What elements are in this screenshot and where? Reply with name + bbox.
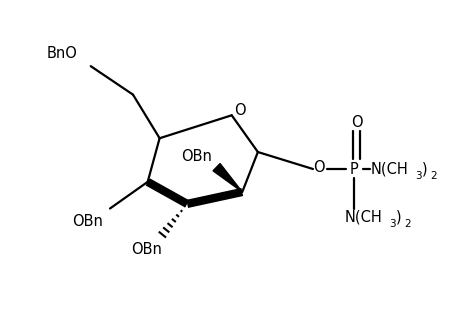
- Text: O: O: [313, 160, 325, 175]
- Text: P: P: [350, 162, 358, 177]
- Text: OBn: OBn: [73, 214, 103, 229]
- Text: N(CH: N(CH: [370, 162, 408, 177]
- Polygon shape: [213, 164, 242, 192]
- Text: OBn: OBn: [181, 149, 212, 164]
- Text: OBn: OBn: [132, 242, 162, 257]
- Text: ): ): [395, 210, 401, 225]
- Text: ): ): [422, 162, 427, 177]
- Text: O: O: [351, 115, 362, 130]
- Text: 2: 2: [404, 219, 410, 229]
- Text: N(CH: N(CH: [344, 210, 382, 225]
- Text: 3: 3: [415, 171, 422, 181]
- Text: 3: 3: [389, 219, 395, 229]
- Text: BnO: BnO: [47, 46, 78, 61]
- Text: 2: 2: [430, 171, 437, 181]
- Text: O: O: [234, 103, 246, 118]
